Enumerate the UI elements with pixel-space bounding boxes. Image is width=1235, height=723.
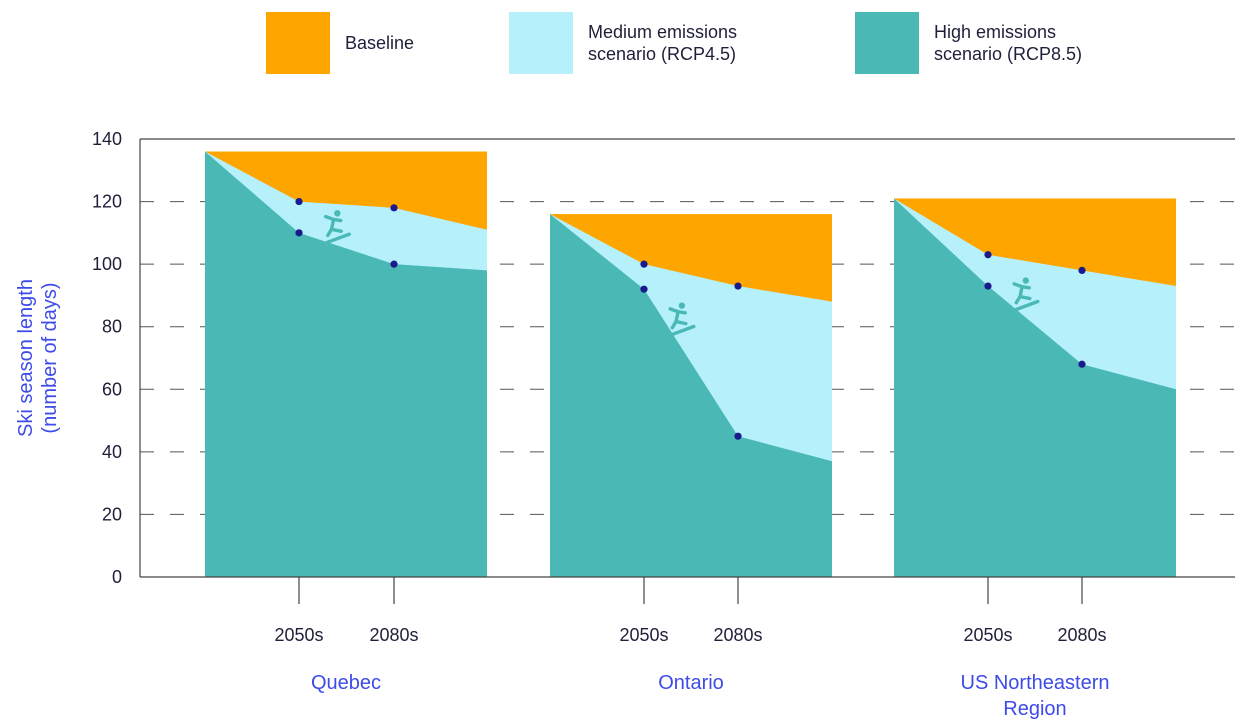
legend-item-rcp45: Medium emissions scenario (RCP4.5) xyxy=(509,12,737,74)
skier-arm xyxy=(1020,285,1031,290)
legend-swatch-rcp85 xyxy=(855,12,919,74)
y-tick-label: 0 xyxy=(112,567,122,587)
region-label-line: Quebec xyxy=(311,672,381,694)
region-panel: 2050s 2080s Quebec xyxy=(205,151,487,694)
data-point xyxy=(984,282,992,290)
data-point xyxy=(295,229,303,237)
skier-icon xyxy=(668,302,696,337)
legend-swatch-baseline xyxy=(266,12,330,74)
x-tick-label: 2050s xyxy=(963,625,1012,645)
region-label: Ontario xyxy=(658,672,724,694)
region-panel: 2050s 2080s Ontario xyxy=(550,214,832,694)
region-label: US Northeastern Region xyxy=(961,672,1110,720)
y-tick-label: 80 xyxy=(102,317,122,337)
legend-item-baseline: Baseline xyxy=(266,12,414,74)
data-point xyxy=(1078,360,1086,368)
region-label-line: Ontario xyxy=(658,672,724,694)
skier-head xyxy=(678,302,686,309)
y-tick-label: 120 xyxy=(92,192,122,212)
skier-arm xyxy=(331,217,343,223)
skier-ski xyxy=(1013,299,1040,312)
data-point xyxy=(734,282,742,290)
legend-label-rcp45: Medium emissions scenario (RCP4.5) xyxy=(588,22,738,64)
rcp85-area xyxy=(550,214,832,578)
rcp85-area xyxy=(205,151,487,577)
rcp85-area xyxy=(894,198,1176,577)
skier-ski xyxy=(669,324,696,337)
legend-item-rcp85: High emissions scenario (RCP8.5) xyxy=(855,12,1082,74)
legend-swatch-rcp45 xyxy=(509,12,573,74)
y-tick-label: 140 xyxy=(92,129,122,149)
data-point xyxy=(734,432,742,440)
skier-icon xyxy=(323,210,351,245)
data-point xyxy=(640,260,648,268)
skier-body xyxy=(668,307,688,326)
x-tick-label: 2050s xyxy=(619,625,668,645)
region-label-line: Region xyxy=(1003,698,1066,720)
skier-icon xyxy=(1012,277,1040,312)
y-tick-label: 40 xyxy=(102,442,122,462)
x-tick-label: 2080s xyxy=(713,625,762,645)
skier-head xyxy=(1022,277,1030,284)
skier-head xyxy=(334,210,341,217)
y-tick-label: 20 xyxy=(102,504,122,524)
y-axis-title-line: (number of days) xyxy=(39,282,61,433)
data-point xyxy=(1078,266,1086,274)
data-point xyxy=(640,285,648,293)
legend: Baseline Medium emissions scenario (RCP4… xyxy=(0,0,1235,90)
x-tick-label: 2080s xyxy=(369,625,418,645)
region-label-line: US Northeastern xyxy=(961,672,1110,694)
skier-arm xyxy=(676,310,687,315)
skier-body xyxy=(323,214,344,234)
legend-label-baseline: Baseline xyxy=(345,33,415,53)
data-point xyxy=(390,204,398,212)
y-axis-title: Ski season length (number of days) xyxy=(15,279,61,437)
skier-leg xyxy=(670,319,678,330)
skier-body xyxy=(1012,282,1032,301)
region-label: Quebec xyxy=(311,672,381,694)
y-tick-label: 100 xyxy=(92,254,122,274)
x-tick-label: 2050s xyxy=(274,625,323,645)
data-point xyxy=(390,260,398,268)
legend-label-rcp85: High emissions scenario (RCP8.5) xyxy=(934,22,1083,64)
data-point xyxy=(295,197,303,206)
data-point xyxy=(984,251,992,259)
y-axis-title-line: Ski season length xyxy=(15,279,37,437)
x-tick-label: 2080s xyxy=(1057,625,1106,645)
skier-ski xyxy=(324,232,351,245)
skier-leg xyxy=(1014,294,1022,305)
region-panel: 2050s 2080s US Northeastern Region xyxy=(894,198,1176,720)
skier-leg xyxy=(326,227,334,238)
y-tick-label: 60 xyxy=(102,379,122,399)
